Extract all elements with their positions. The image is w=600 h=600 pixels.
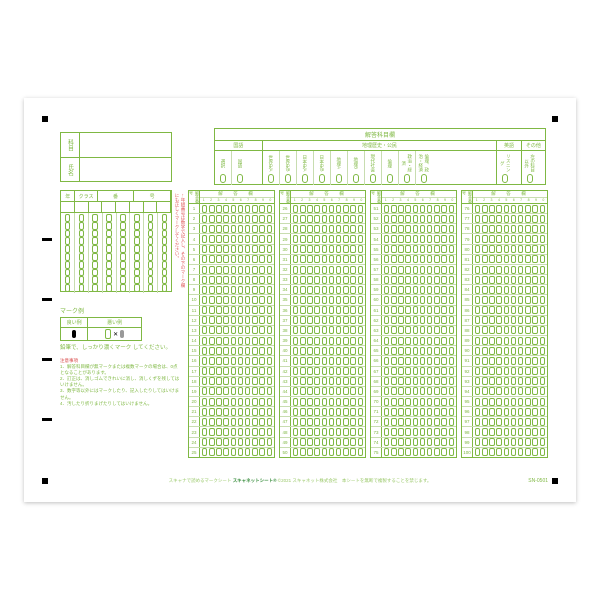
good-example-label: 良い例 — [61, 318, 87, 328]
bad-example-label: 悪い例 — [88, 318, 141, 328]
timing-mark — [42, 116, 48, 122]
answer-grid: 解答番号解 答 欄1234567890123456789101112131415… — [188, 190, 548, 458]
mark-example: マーク例 良い例 悪い例 ✕ 鉛筆で、しっかり濃くマーク してください。 注意事… — [60, 306, 180, 407]
timing-mark — [42, 358, 52, 361]
timing-mark — [42, 238, 52, 241]
sheet-number: SN-0501 — [528, 478, 548, 484]
pencil-hint: 鉛筆で、しっかり濃くマーク してください。 — [60, 345, 180, 352]
id-panel: 年クラス番号 — [60, 190, 172, 292]
empty-bubble-icon — [105, 329, 111, 339]
timing-mark — [42, 418, 52, 421]
subject-selection: 解答科目欄 国語選択国語地理歴史・公民世界史A世界史B日本史A日本史B地理A地理… — [214, 128, 546, 185]
name-label: 氏名 — [61, 158, 80, 182]
notes-section: 注意事項 1．解答科目欄が無マークまたは複数マークの場合は、0点となることがあり… — [60, 358, 180, 407]
timing-mark — [42, 298, 52, 301]
x-mark-icon: ✕ — [113, 331, 118, 338]
name-box: 科目 氏名 — [60, 132, 172, 182]
timing-mark — [552, 116, 558, 122]
subjects-title: 解答科目欄 — [215, 129, 545, 141]
mark-example-title: マーク例 — [60, 306, 180, 315]
light-bubble-icon — [120, 330, 124, 338]
vertical-note: ←年組番号は数字で記入し、その下のマーク欄にも正しくマークしてください。 — [174, 193, 186, 288]
subject-label: 科目 — [61, 133, 80, 157]
footer: スキャナで読めるマークシート スキャネットシート® ©2021 スキャネット株式… — [24, 478, 576, 484]
filled-bubble-icon — [72, 330, 76, 338]
omr-sheet: 科目 氏名 解答科目欄 国語選択国語地理歴史・公民世界史A世界史B日本史A日本史… — [24, 98, 576, 502]
